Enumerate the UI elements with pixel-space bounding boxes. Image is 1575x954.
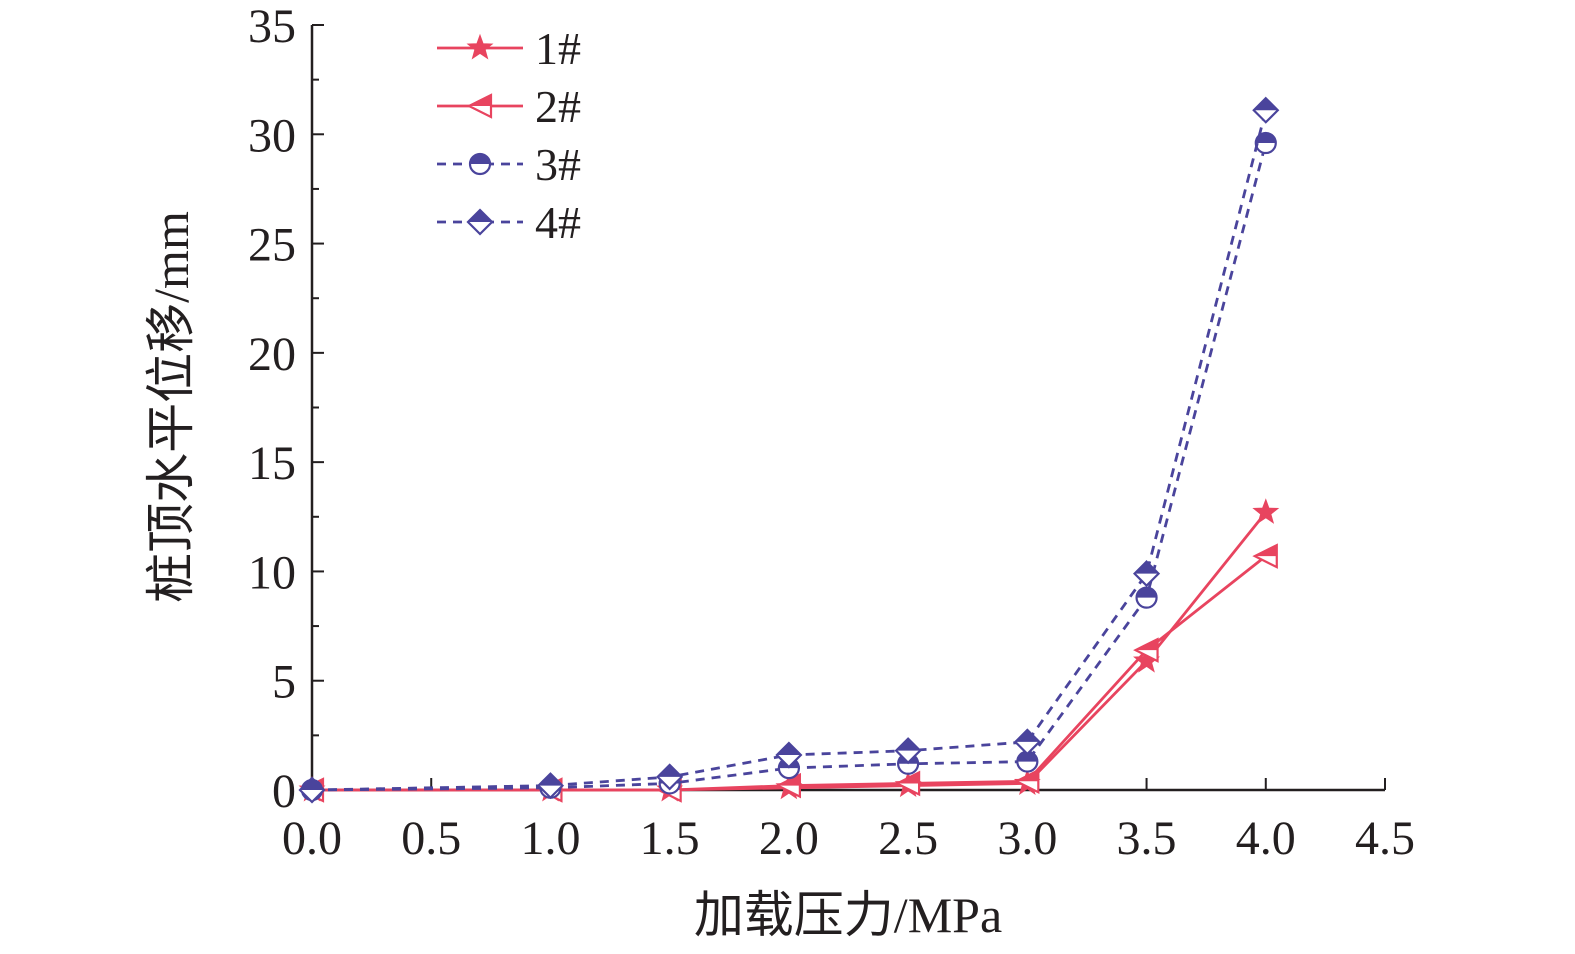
data-point — [1252, 543, 1278, 569]
x-tick-label: 4.0 — [1236, 812, 1296, 865]
data-point — [1254, 131, 1277, 155]
x-tick-label: 3.5 — [1117, 812, 1177, 865]
y-tick-label: 0 — [272, 765, 296, 818]
star-marker-shape — [466, 33, 494, 60]
x-tick-label: 0.5 — [401, 812, 461, 865]
circle-fill — [1136, 587, 1157, 598]
y-tick-label: 20 — [248, 328, 296, 381]
legend-marker — [466, 93, 493, 119]
data-point — [1252, 96, 1280, 124]
y-tick-label: 30 — [248, 109, 296, 162]
data-point — [1013, 768, 1040, 795]
data-point — [298, 776, 326, 804]
legend-label: 3# — [535, 139, 581, 190]
axes — [310, 25, 1385, 792]
y-tick-label: 5 — [272, 656, 296, 709]
circle-fill — [1017, 751, 1038, 762]
triangle-fill — [1016, 770, 1039, 782]
data-point — [536, 772, 564, 800]
series-layer — [298, 96, 1280, 804]
x-tick-label: 1.0 — [520, 812, 580, 865]
triangle-fill — [1254, 545, 1277, 557]
series-line — [311, 142, 1268, 792]
data-point — [1133, 560, 1161, 588]
series-3 — [300, 131, 1277, 802]
legend-marker — [466, 33, 494, 60]
data-point — [656, 763, 684, 791]
diamond-fill — [896, 738, 921, 751]
diamond-fill — [1015, 729, 1040, 742]
ticks: 0.0 0.5 1.0 1.5 2.0 2.5 3.0 3.5 4.0 4.5 0 5 10 15 20 25… — [248, 0, 1415, 865]
circle-fill — [470, 154, 490, 164]
diamond-fill — [657, 764, 682, 777]
star-marker-shape — [1252, 498, 1280, 524]
series-line — [311, 109, 1268, 792]
x-tick-label: 4.5 — [1355, 812, 1415, 865]
legend-item: 3# — [437, 139, 581, 190]
data-point — [1013, 728, 1041, 756]
x-axis-title: 加载压力/MPa — [694, 887, 1002, 943]
legend-item: 1# — [437, 23, 581, 74]
data-point — [1252, 498, 1280, 524]
diamond-fill — [538, 773, 563, 786]
legend-label: 4# — [535, 197, 581, 248]
x-tick-label: 2.5 — [878, 812, 938, 865]
diamond-fill — [776, 743, 801, 756]
triangle-fill — [1135, 639, 1158, 651]
triangle-fill — [469, 95, 491, 106]
data-point — [1133, 637, 1159, 663]
y-tick-label: 10 — [248, 546, 296, 599]
data-point — [775, 741, 803, 769]
legend-item: 2# — [437, 81, 581, 132]
legend-item: 4# — [437, 197, 581, 248]
x-tick-label: 3.0 — [997, 812, 1057, 865]
diamond-fill — [1253, 98, 1278, 111]
legend-marker — [468, 152, 492, 176]
diamond-fill — [1134, 561, 1159, 574]
series-4 — [298, 96, 1280, 804]
series-line — [312, 555, 1267, 792]
x-tick-label: 2.0 — [759, 812, 819, 865]
circle-fill — [1255, 133, 1276, 144]
diamond-fill — [300, 778, 324, 790]
legend-label: 2# — [535, 81, 581, 132]
y-axis-title: 桩顶水平位移/mm — [143, 211, 199, 603]
x-tick-label: 1.5 — [640, 812, 700, 865]
triangle-fill — [897, 772, 920, 784]
legend: 1# 2# 3# 4# — [437, 23, 581, 248]
legend-marker — [466, 208, 494, 236]
data-point — [1135, 586, 1158, 609]
data-point — [894, 737, 922, 765]
legend-label: 1# — [535, 23, 581, 74]
x-tick-label: 0.0 — [282, 812, 342, 865]
y-tick-label: 25 — [248, 219, 296, 272]
y-tick-label: 15 — [248, 437, 296, 490]
y-tick-label: 35 — [248, 0, 296, 53]
diamond-fill — [468, 210, 492, 222]
data-point — [894, 770, 921, 797]
